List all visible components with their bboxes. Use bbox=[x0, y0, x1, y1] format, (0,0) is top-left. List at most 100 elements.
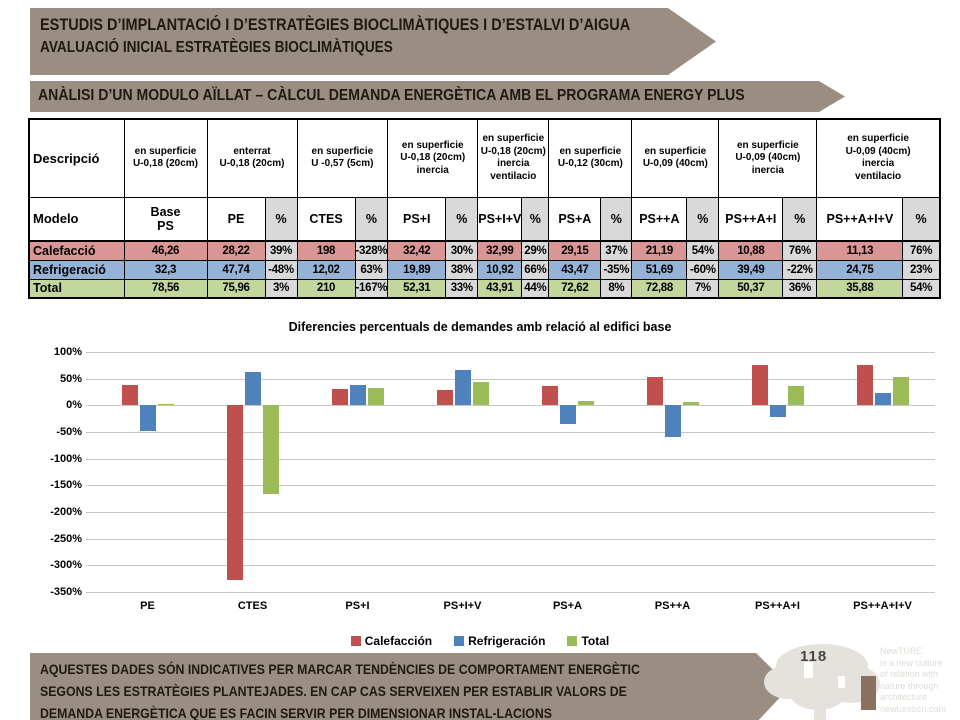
table-model-cell-15: PS++A+I+V bbox=[816, 196, 904, 242]
bar-calefacción-PS+A bbox=[541, 385, 558, 406]
legend-swatch-icon bbox=[350, 636, 361, 646]
table-cell: 39% bbox=[264, 240, 298, 261]
legend-swatch-icon bbox=[567, 636, 578, 646]
table-cell: 72,88 bbox=[631, 278, 688, 299]
table-row-label-2: Total bbox=[28, 278, 125, 299]
table-model-cell-12: % bbox=[686, 196, 720, 242]
gridline bbox=[86, 538, 935, 540]
x-axis-label: PS++A+I bbox=[755, 600, 800, 612]
legend-item: Calefacción bbox=[350, 634, 432, 648]
table-cell: 76% bbox=[782, 240, 818, 261]
newture-caption-line: NewTURE bbox=[880, 646, 923, 656]
x-axis-label: PS++A bbox=[654, 600, 691, 612]
bar-calefacción-PS+I+V bbox=[436, 389, 453, 406]
table-cell: -35% bbox=[600, 259, 633, 280]
table-cell: 32,3 bbox=[123, 259, 208, 280]
top-banner-subtitle: AVALUACIÓ INICIAL ESTRATÈGIES BIOCLIMÀTI… bbox=[40, 39, 393, 56]
bar-total-PE bbox=[157, 403, 174, 406]
table-header-group-2: en superficie U -0,57 (5cm) bbox=[296, 118, 389, 198]
table-cell: 33% bbox=[445, 278, 479, 299]
bar-total-CTES bbox=[262, 405, 279, 495]
x-axis-label: PE bbox=[140, 600, 155, 612]
table-model-cell-2: % bbox=[264, 196, 298, 242]
x-axis-label: PS++A+I+V bbox=[853, 600, 912, 612]
x-axis-label: PS+I+V bbox=[443, 600, 482, 612]
table-cell: 24,75 bbox=[816, 259, 904, 280]
gridline bbox=[86, 592, 935, 593]
table-cell: 10,88 bbox=[718, 240, 784, 261]
bar-calefacción-PS+I bbox=[331, 389, 348, 406]
table-cell: 66% bbox=[521, 259, 550, 280]
bar-total-PS+A bbox=[577, 401, 594, 406]
bar-refrigeración-PS++A bbox=[664, 405, 681, 438]
bar-total-PS++A bbox=[682, 401, 699, 406]
table-cell: 51,69 bbox=[631, 259, 688, 280]
table-model-cell-3: CTES bbox=[296, 196, 356, 242]
table-model-cell-6: % bbox=[445, 196, 479, 242]
y-axis-label: -200% bbox=[50, 506, 82, 518]
table-header-group-3: en superficie U-0,18 (20cm) inercia bbox=[387, 118, 479, 198]
y-axis-label: 0% bbox=[66, 399, 82, 412]
newture-caption-line: architecture bbox=[880, 692, 928, 702]
table-cell: 21,19 bbox=[631, 240, 688, 261]
y-axis-label: -100% bbox=[50, 452, 82, 465]
newture-caption: NewTURE is a new culture of relation with n… bbox=[880, 646, 958, 715]
table-header-group-4: en superficie U-0,18 (20cm) inercia vent… bbox=[477, 118, 550, 198]
table-cell: 32,42 bbox=[387, 240, 447, 261]
bar-total-PS+I bbox=[367, 387, 384, 406]
newture-caption-line: nature through bbox=[880, 680, 939, 691]
table-cell: 43,91 bbox=[477, 278, 523, 299]
table-model-cell-5: PS+I bbox=[387, 196, 447, 242]
table-cell: 72,62 bbox=[548, 278, 602, 299]
table-cell: -60% bbox=[686, 259, 720, 280]
table-cell: 38% bbox=[445, 259, 479, 280]
table-cell: 78,56 bbox=[123, 278, 208, 299]
top-banner-title: ESTUDIS D’IMPLANTACIÓ I D’ESTRATÈGIES BI… bbox=[40, 16, 631, 34]
bar-calefacción-PE bbox=[121, 384, 138, 406]
table-cell: 3% bbox=[264, 278, 298, 299]
legend-item: Refrigeración bbox=[454, 634, 545, 648]
x-axis-label: PS+A bbox=[552, 600, 583, 612]
bar-calefacción-PS++A+I+V bbox=[856, 364, 873, 406]
table-cell: 50,37 bbox=[718, 278, 784, 299]
y-axis-label: -300% bbox=[50, 559, 82, 572]
table-cell: 12,02 bbox=[296, 259, 356, 280]
table-cell: -48% bbox=[264, 259, 298, 280]
table-cell: 8% bbox=[600, 278, 633, 299]
table-cell: 29,15 bbox=[548, 240, 602, 261]
legend-swatch-icon bbox=[454, 636, 465, 646]
gridline bbox=[86, 512, 935, 513]
footer-note-line3: DEMANDA ENERGÈTICA QUE ES FACIN SERVIR P… bbox=[40, 705, 553, 720]
bar-total-PS+I+V bbox=[472, 381, 489, 406]
table-model-cell-7: PS+I+V bbox=[477, 196, 523, 242]
footer-banner: AQUESTES DADES SÓN INDICATIVES PER MARCA… bbox=[30, 653, 790, 720]
table-header-descripcio: Descripció bbox=[28, 118, 125, 198]
chart-title: Diferencies percentuals de demandes amb … bbox=[288, 320, 672, 334]
table-cell: 7% bbox=[686, 278, 720, 299]
table-header-group-0: en superficie U-0,18 (20cm) bbox=[123, 118, 208, 198]
table-cell: 32,99 bbox=[477, 240, 523, 261]
table-row-label-1: Refrigeració bbox=[28, 259, 125, 280]
table-cell: -22% bbox=[782, 259, 818, 280]
table-cell: 54% bbox=[902, 278, 941, 299]
top-banner: ESTUDIS D’IMPLANTACIÓ I D’ESTRATÈGIES BI… bbox=[30, 8, 716, 75]
newture-caption-line: newturebcn.com bbox=[880, 703, 947, 714]
table-model-cell-8: % bbox=[521, 196, 550, 242]
legend-label: Refrigeración bbox=[468, 634, 546, 648]
bar-calefacción-PS++A bbox=[646, 376, 663, 406]
table-cell: 76% bbox=[902, 240, 941, 261]
table-cell: 10,92 bbox=[477, 259, 523, 280]
section-banner: ANÀLISI D’UN MODULO AÏLLAT – CÀLCUL DEMA… bbox=[30, 81, 845, 112]
bar-refrigeración-CTES bbox=[244, 371, 261, 406]
table-cell: 29% bbox=[521, 240, 550, 261]
bar-refrigeración-PS++A+I bbox=[769, 405, 786, 418]
y-axis-label: 50% bbox=[59, 372, 82, 385]
demand-table: Descripció en superficie U-0,18 (20cm) ent… bbox=[28, 118, 941, 299]
table-model-cell-9: PS+A bbox=[548, 196, 602, 242]
table-cell: 30% bbox=[445, 240, 479, 261]
gridline bbox=[86, 352, 935, 353]
footer-note-line2: SEGONS LES ESTRATÈGIES PLANTEJADES. EN C… bbox=[40, 683, 627, 699]
page-number: 118 bbox=[800, 648, 828, 665]
bar-refrigeración-PS++A+I+V bbox=[874, 393, 891, 406]
table-cell: 210 bbox=[296, 278, 356, 299]
